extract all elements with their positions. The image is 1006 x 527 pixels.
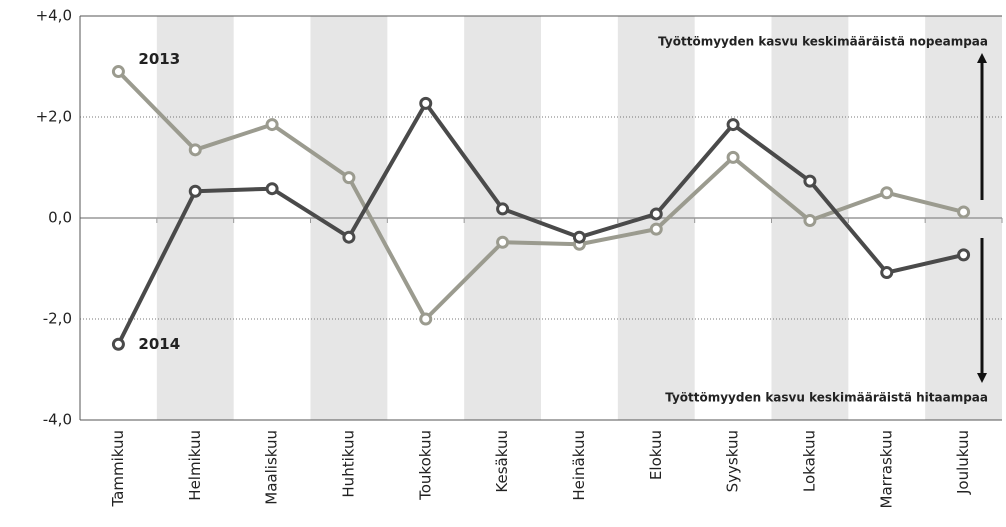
x-tick-label: Tammikuu: [109, 430, 127, 508]
annotation-bottom: Työttömyyden kasvu keskimääräistä hitaam…: [665, 391, 988, 405]
point: [957, 205, 971, 219]
point: [803, 174, 817, 188]
y-tick-label: +2,0: [36, 108, 72, 126]
point: [572, 230, 586, 244]
point: [649, 222, 663, 236]
y-tick-label: 0,0: [48, 209, 72, 227]
x-tick-label: Kesäkuu: [493, 430, 511, 493]
series-label: 2014: [138, 335, 180, 353]
y-tick-label: -2,0: [43, 310, 72, 328]
point: [265, 118, 279, 132]
x-tick-label: Joulukuu: [954, 430, 972, 495]
annotation-top: Työttömyyden kasvu keskimääräistä nopeam…: [658, 35, 988, 49]
point: [265, 182, 279, 196]
point: [188, 184, 202, 198]
y-tick-label: +4,0: [36, 7, 72, 25]
x-tick-label: Helmikuu: [186, 430, 204, 501]
x-tick-label: Lokakuu: [800, 430, 818, 492]
point: [726, 150, 740, 164]
point: [803, 214, 817, 228]
x-tick-label: Heinäkuu: [570, 430, 588, 501]
point: [419, 96, 433, 110]
point: [957, 248, 971, 262]
point: [649, 207, 663, 221]
point: [342, 230, 356, 244]
series-line: [116, 101, 965, 346]
x-tick-label: Huhtikuu: [339, 430, 357, 498]
point: [726, 118, 740, 132]
point: [496, 202, 510, 216]
point: [496, 235, 510, 249]
x-tick-label: Toukokuu: [416, 430, 434, 501]
series-line: [116, 70, 965, 321]
x-tick-label: Marraskuu: [877, 430, 895, 508]
point: [880, 266, 894, 280]
point: [111, 337, 125, 351]
y-tick-label: -4,0: [43, 411, 72, 429]
series-label: 2013: [138, 50, 180, 68]
x-tick-label: Maaliskuu: [263, 430, 281, 505]
x-tick-label: Syyskuu: [724, 430, 742, 492]
point: [880, 186, 894, 200]
point: [342, 171, 356, 185]
point: [111, 65, 125, 79]
point: [188, 143, 202, 157]
point: [419, 312, 433, 326]
x-tick-label: Elokuu: [647, 430, 665, 480]
